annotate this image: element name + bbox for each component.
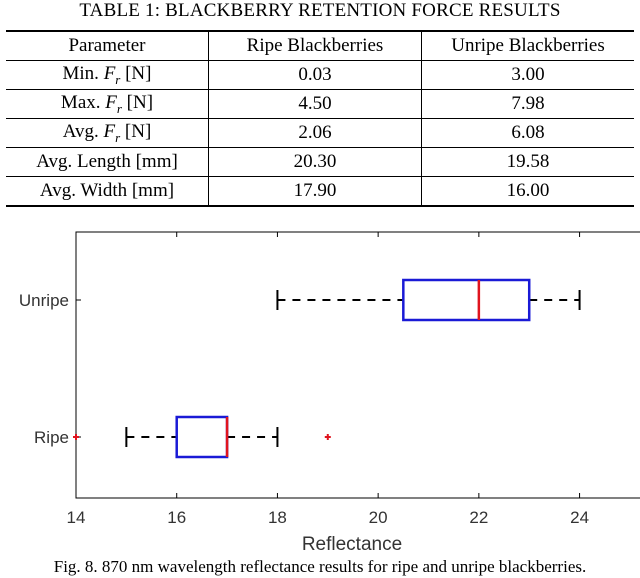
table-title: TABLE 1: BLACKBERRY RETENTION FORCE RESU… — [79, 0, 561, 21]
cell-parameter: Avg. Width [mm] — [39, 180, 175, 201]
cell-parameter: Max. Fr [N] — [60, 91, 154, 116]
table-row: Min. Fr [N] 0.03 3.00 — [6, 60, 634, 90]
table-row: Avg. Fr [N] 2.06 6.08 — [6, 118, 634, 148]
reflectance-boxplot: 14 16 18 20 22 24 Reflectance Unripe Ripe — [19, 231, 640, 555]
cell-unripe: 3.00 — [421, 60, 634, 90]
cell-ripe: 4.50 — [208, 89, 422, 119]
results-table: Parameter Ripe Blackberries Unripe Black… — [6, 30, 634, 207]
cell-ripe: 20.30 — [208, 147, 422, 177]
table-header-row: Parameter Ripe Blackberries Unripe Black… — [6, 31, 634, 61]
header-unripe: Unripe Blackberries — [421, 31, 634, 61]
x-axis-label: Reflectance — [302, 534, 402, 555]
x-tick-label: 18 — [268, 508, 287, 527]
cell-unripe: 16.00 — [421, 176, 634, 206]
table-row: Max. Fr [N] 4.50 7.98 — [6, 89, 634, 119]
header-ripe: Ripe Blackberries — [208, 31, 422, 61]
x-tick-label: 24 — [570, 508, 589, 527]
cell-ripe: 17.90 — [208, 176, 422, 206]
x-tick-label: 22 — [469, 508, 488, 527]
cell-parameter: Avg. Length [mm] — [36, 151, 178, 172]
table-row: Avg. Width [mm] 17.90 16.00 — [6, 176, 634, 206]
y-tick-label: Ripe — [34, 428, 69, 447]
cell-unripe: 7.98 — [421, 89, 634, 119]
cell-unripe: 19.58 — [421, 147, 634, 177]
cell-unripe: 6.08 — [421, 118, 634, 148]
cell-parameter: Min. Fr [N] — [62, 62, 152, 87]
box-unripe — [402, 278, 531, 322]
figure-caption: Fig. 8. 870 nm wavelength reflectance re… — [53, 557, 587, 576]
x-tick-label: 14 — [67, 508, 86, 527]
cell-ripe: 0.03 — [208, 60, 422, 90]
cell-ripe: 2.06 — [208, 118, 422, 148]
x-tick-label: 16 — [167, 508, 186, 527]
plot-frame — [75, 231, 640, 499]
cell-parameter: Avg. Fr [N] — [62, 120, 152, 145]
table-row: Avg. Length [mm] 20.30 19.58 — [6, 147, 634, 177]
header-parameter: Parameter — [68, 35, 146, 56]
box-ripe — [175, 415, 229, 459]
x-tick-label: 20 — [369, 508, 388, 527]
y-tick-label: Unripe — [19, 291, 69, 310]
